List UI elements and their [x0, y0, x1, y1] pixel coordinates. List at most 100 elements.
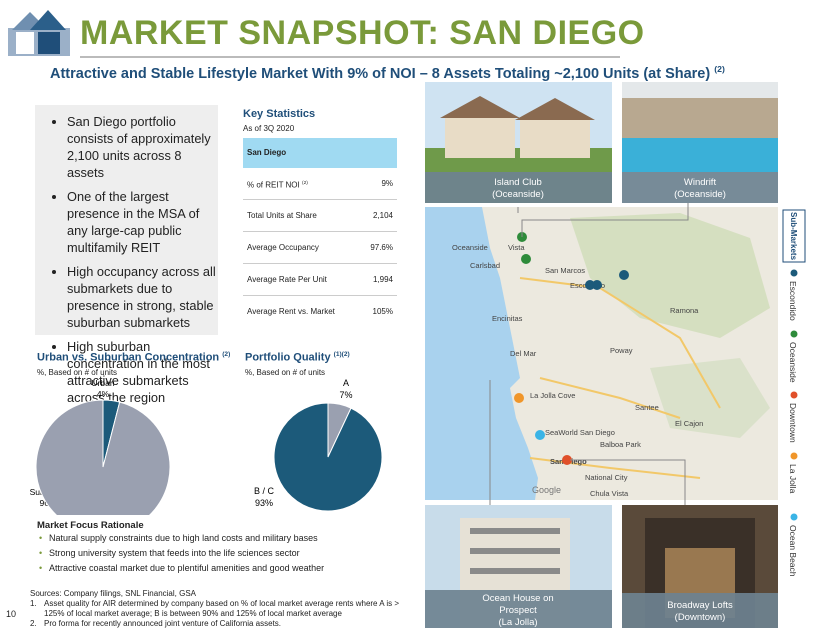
- rationale-bullet: Attractive coastal market due to plentif…: [39, 563, 324, 573]
- map-label: National City: [585, 473, 628, 482]
- row-value: 105%: [372, 307, 393, 316]
- table-row: % of REIT NOI (2) 9%: [243, 168, 397, 200]
- bullet: San Diego portfolio consists of approxim…: [67, 113, 218, 181]
- map-label: SeaWorld San Diego: [545, 428, 615, 437]
- rationale-bullet: Natural supply constraints due to high l…: [39, 533, 324, 543]
- photo-caption: (La Jolla): [498, 617, 537, 628]
- logo: [8, 10, 70, 56]
- photo-caption: Ocean House on: [482, 593, 553, 604]
- photo-caption: Island Club: [494, 177, 542, 188]
- legend-label: Escondido: [788, 281, 798, 321]
- rationale-title: Market Focus Rationale: [37, 520, 144, 531]
- pie-title-text: Portfolio Quality: [245, 351, 331, 364]
- photo-caption: Prospect: [499, 605, 537, 616]
- map-label: Ramona: [670, 306, 699, 315]
- key-stats-title: Key Statistics: [243, 108, 316, 120]
- row-value: 97.6%: [370, 243, 393, 252]
- row-label-text: % of REIT NOI: [247, 180, 300, 190]
- footer: Sources: Company filings, SNL Financial,…: [30, 589, 410, 629]
- legend-label: Oceanside: [788, 342, 798, 383]
- pie-title: Portfolio Quality (1)(2): [245, 351, 350, 364]
- map-label: Chula Vista: [590, 489, 629, 498]
- legend-swatch: [790, 513, 798, 521]
- legend-title: Sub-Markets: [789, 212, 798, 261]
- slice-name: B / C: [254, 486, 275, 496]
- map-label: Encinitas: [492, 314, 523, 323]
- row-label: Average Rent vs. Market: [247, 307, 335, 316]
- legend-swatch: [790, 452, 798, 460]
- map-label: Oceanside: [452, 243, 488, 252]
- map-label: Carlsbad: [470, 261, 500, 270]
- subtitle: Attractive and Stable Lifestyle Market W…: [50, 64, 725, 82]
- table-row: Total Units at Share 2,104: [243, 200, 397, 232]
- row-value: 9%: [381, 179, 393, 188]
- legend-swatch: [790, 269, 798, 277]
- footnote-number: 1.: [30, 599, 37, 608]
- legend: Sub-Markets Escondido Oceanside Downtown La…: [782, 209, 806, 577]
- photo: Windrift (Oceanside): [622, 82, 778, 203]
- pie-title-note: (2): [222, 351, 231, 358]
- photo: Ocean House on Prospect (La Jolla): [425, 505, 612, 628]
- slice-name: A: [343, 378, 349, 388]
- photo-caption: (Downtown): [675, 612, 726, 623]
- title-rule: [80, 56, 620, 58]
- rationale-list: Natural supply constraints due to high l…: [37, 533, 324, 578]
- row-label: Average Occupancy: [247, 243, 319, 252]
- slice-label: 4%: [97, 389, 110, 399]
- subtitle-text: Attractive and Stable Lifestyle Market W…: [50, 65, 711, 82]
- pie-title-text: Urban vs. Suburban Concentration: [37, 351, 220, 364]
- pie-title-note: (1)(2): [333, 351, 350, 358]
- photo-caption: (Oceanside): [674, 189, 726, 200]
- pie-slice: [35, 399, 171, 515]
- legend-swatch: [790, 391, 798, 399]
- map-label: Balboa Park: [600, 440, 641, 449]
- footnote: 1. Asset quality for AIR determined by co…: [30, 599, 410, 619]
- row-value: 2,104: [372, 211, 393, 220]
- footnote-number: 2.: [30, 619, 37, 628]
- map-label: Del Mar: [510, 349, 537, 358]
- key-stats-subtitle: As of 3Q 2020: [243, 124, 295, 133]
- slice-label: 7%: [339, 390, 352, 400]
- footnote: 2. Pro forma for recently announced joint…: [30, 619, 410, 629]
- pie-slice: [273, 402, 383, 512]
- title: MARKET SNAPSHOT: SAN DIEGO: [80, 14, 645, 52]
- table-header: San Diego: [243, 138, 397, 168]
- legend-label: Ocean Beach: [788, 525, 798, 577]
- photo-caption: Windrift: [684, 177, 717, 188]
- page-number: 10: [6, 609, 17, 619]
- row-label: % of REIT NOI (2): [247, 168, 308, 199]
- bullet: One of the largest presence in the MSA o…: [67, 188, 218, 256]
- map-markers: [514, 232, 629, 465]
- bullet: High occupancy across all submarkets due…: [67, 263, 218, 331]
- map-label: Vista: [508, 243, 525, 252]
- legend-label: La Jolla: [788, 464, 798, 494]
- key-stats-table: San Diego % of REIT NOI (2) 9% Total Unit…: [243, 138, 397, 327]
- map-label: La Jolla Cove: [530, 391, 575, 400]
- table-row: Average Occupancy 97.6%: [243, 232, 397, 264]
- pie-charts: Urban 4% Suburban 96% A 7% B / C 93%: [30, 378, 383, 515]
- map-panel: Island Club (Oceanside) Windrift (Oceans…: [425, 82, 806, 628]
- row-label: Total Units at Share: [247, 211, 317, 220]
- map-label: El Cajon: [675, 419, 703, 428]
- table-row: Average Rate Per Unit 1,994: [243, 264, 397, 296]
- pie-subtitle: %, Based on # of units: [37, 368, 118, 377]
- slice-name: Urban: [91, 378, 114, 388]
- map-label: Poway: [610, 346, 633, 355]
- footnote-text: Asset quality for AIR determined by comp…: [44, 599, 400, 618]
- pie-subtitle: %, Based on # of units: [245, 368, 326, 377]
- map-label: San Marcos: [545, 266, 585, 275]
- rationale-bullet: Strong university system that feeds into…: [39, 548, 324, 558]
- row-label: Average Rate Per Unit: [247, 275, 327, 284]
- legend-swatch: [790, 330, 798, 338]
- footnote-text: Pro forma for recently announced joint v…: [44, 619, 282, 628]
- pie-title: Urban vs. Suburban Concentration (2): [37, 351, 230, 364]
- map: Vista Oceanside Carlsbad San Marcos Esco…: [425, 203, 778, 506]
- subtitle-note: (2): [714, 64, 725, 74]
- map-label: Santee: [635, 403, 659, 412]
- photo-caption: (Oceanside): [492, 189, 544, 200]
- row-value: 1,994: [372, 275, 393, 284]
- slice-label: 93%: [255, 498, 273, 508]
- legend-label: Downtown: [788, 403, 798, 443]
- photo: Broadway Lofts (Downtown): [622, 505, 778, 628]
